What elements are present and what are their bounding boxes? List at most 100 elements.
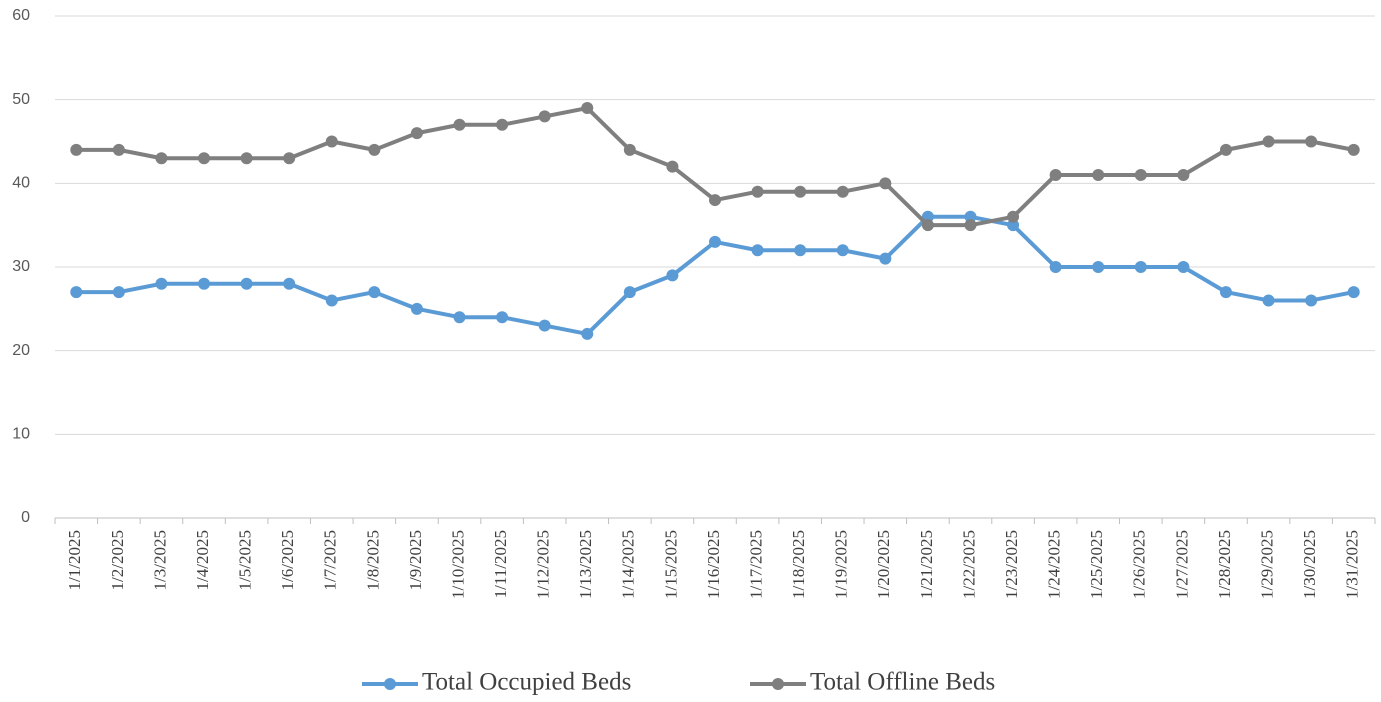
data-point	[1219, 143, 1232, 156]
data-point	[1007, 219, 1020, 232]
data-point	[1305, 135, 1318, 148]
data-point	[1049, 261, 1062, 273]
legend-marker	[772, 678, 784, 690]
x-tick-label: 1/20/2025	[874, 530, 893, 599]
data-point	[240, 152, 253, 165]
x-tick-label: 1/22/2025	[959, 530, 978, 599]
data-point	[836, 185, 849, 198]
x-tick-label: 1/10/2025	[448, 530, 467, 599]
data-point	[453, 118, 466, 131]
data-point	[1262, 294, 1275, 307]
data-point	[538, 110, 551, 123]
y-tick-label: 20	[12, 342, 30, 359]
legend-marker	[384, 678, 396, 690]
data-point	[751, 244, 764, 257]
data-point	[1347, 143, 1360, 156]
x-tick-label: 1/4/2025	[193, 530, 212, 590]
x-tick-label: 1/11/2025	[491, 530, 510, 598]
data-point	[623, 143, 636, 156]
data-point	[538, 319, 551, 332]
x-tick-label: 1/26/2025	[1130, 530, 1149, 599]
data-point	[879, 177, 892, 190]
data-point	[410, 302, 423, 315]
data-point	[1177, 261, 1190, 273]
y-tick-label: 50	[12, 91, 30, 108]
data-point	[283, 152, 296, 165]
x-tick-label: 1/17/2025	[746, 530, 765, 599]
data-point	[496, 311, 509, 324]
data-point	[1305, 294, 1318, 307]
data-point	[581, 102, 594, 115]
data-point	[964, 219, 977, 232]
data-point	[198, 277, 211, 290]
data-point	[836, 244, 849, 257]
data-point	[198, 152, 211, 165]
x-tick-label: 1/29/2025	[1257, 530, 1276, 599]
x-tick-label: 1/25/2025	[1087, 530, 1106, 599]
y-tick-label: 0	[21, 509, 30, 526]
y-tick-label: 40	[12, 175, 30, 192]
data-point	[1177, 168, 1190, 181]
data-point	[709, 235, 721, 248]
legend-label: Total Offline Beds	[810, 669, 995, 696]
x-tick-label: 1/12/2025	[534, 530, 553, 599]
x-tick-label: 1/13/2025	[576, 530, 595, 599]
x-tick-label: 1/16/2025	[704, 530, 723, 599]
x-tick-label: 1/1/2025	[65, 530, 84, 590]
x-tick-label: 1/27/2025	[1172, 530, 1191, 599]
x-tick-label: 1/21/2025	[917, 530, 936, 599]
data-point	[410, 127, 423, 140]
data-point	[70, 143, 83, 156]
x-tick-label: 1/30/2025	[1300, 530, 1319, 599]
data-point	[325, 135, 338, 148]
x-tick-label: 1/5/2025	[236, 530, 255, 590]
x-tick-label: 1/24/2025	[1045, 530, 1064, 599]
data-point	[155, 277, 168, 290]
data-point	[794, 244, 807, 257]
x-tick-label: 1/23/2025	[1002, 530, 1021, 599]
x-tick-label: 1/14/2025	[619, 530, 638, 599]
data-point	[921, 219, 934, 232]
x-tick-label: 1/31/2025	[1343, 530, 1362, 599]
data-point	[368, 286, 381, 299]
data-point	[70, 286, 83, 299]
data-point	[496, 118, 509, 131]
x-tick-label: 1/2/2025	[108, 530, 127, 590]
x-tick-label: 1/18/2025	[789, 530, 808, 599]
data-point	[666, 269, 679, 282]
data-point	[964, 210, 977, 223]
data-point	[794, 185, 807, 198]
data-point	[155, 152, 168, 165]
data-point	[283, 277, 296, 290]
x-tick-label: 1/19/2025	[832, 530, 851, 599]
data-point	[1347, 286, 1360, 299]
data-point	[879, 252, 892, 265]
x-tick-label: 1/15/2025	[661, 530, 680, 599]
data-point	[623, 286, 636, 299]
x-tick-label: 1/6/2025	[278, 530, 297, 590]
x-tick-label: 1/9/2025	[406, 530, 425, 590]
data-point	[325, 294, 338, 307]
x-tick-label: 1/28/2025	[1215, 530, 1234, 599]
data-point	[709, 194, 721, 207]
x-tick-label: 1/7/2025	[321, 530, 340, 590]
data-point	[666, 160, 679, 173]
x-tick-label: 1/8/2025	[363, 530, 382, 590]
y-tick-label: 60	[12, 7, 30, 24]
series-line	[76, 106, 1355, 228]
data-point	[112, 286, 125, 299]
x-tick-label: 1/3/2025	[150, 530, 169, 590]
data-point	[112, 143, 125, 156]
data-point	[1262, 135, 1275, 148]
data-point	[1092, 261, 1105, 273]
data-point	[581, 327, 594, 340]
data-point	[1049, 168, 1062, 181]
data-point	[240, 277, 253, 290]
data-point	[1007, 210, 1020, 223]
data-point	[1134, 261, 1147, 273]
y-tick-label: 30	[12, 258, 30, 275]
data-point	[1092, 168, 1105, 181]
data-point	[368, 143, 381, 156]
data-point	[453, 311, 466, 324]
